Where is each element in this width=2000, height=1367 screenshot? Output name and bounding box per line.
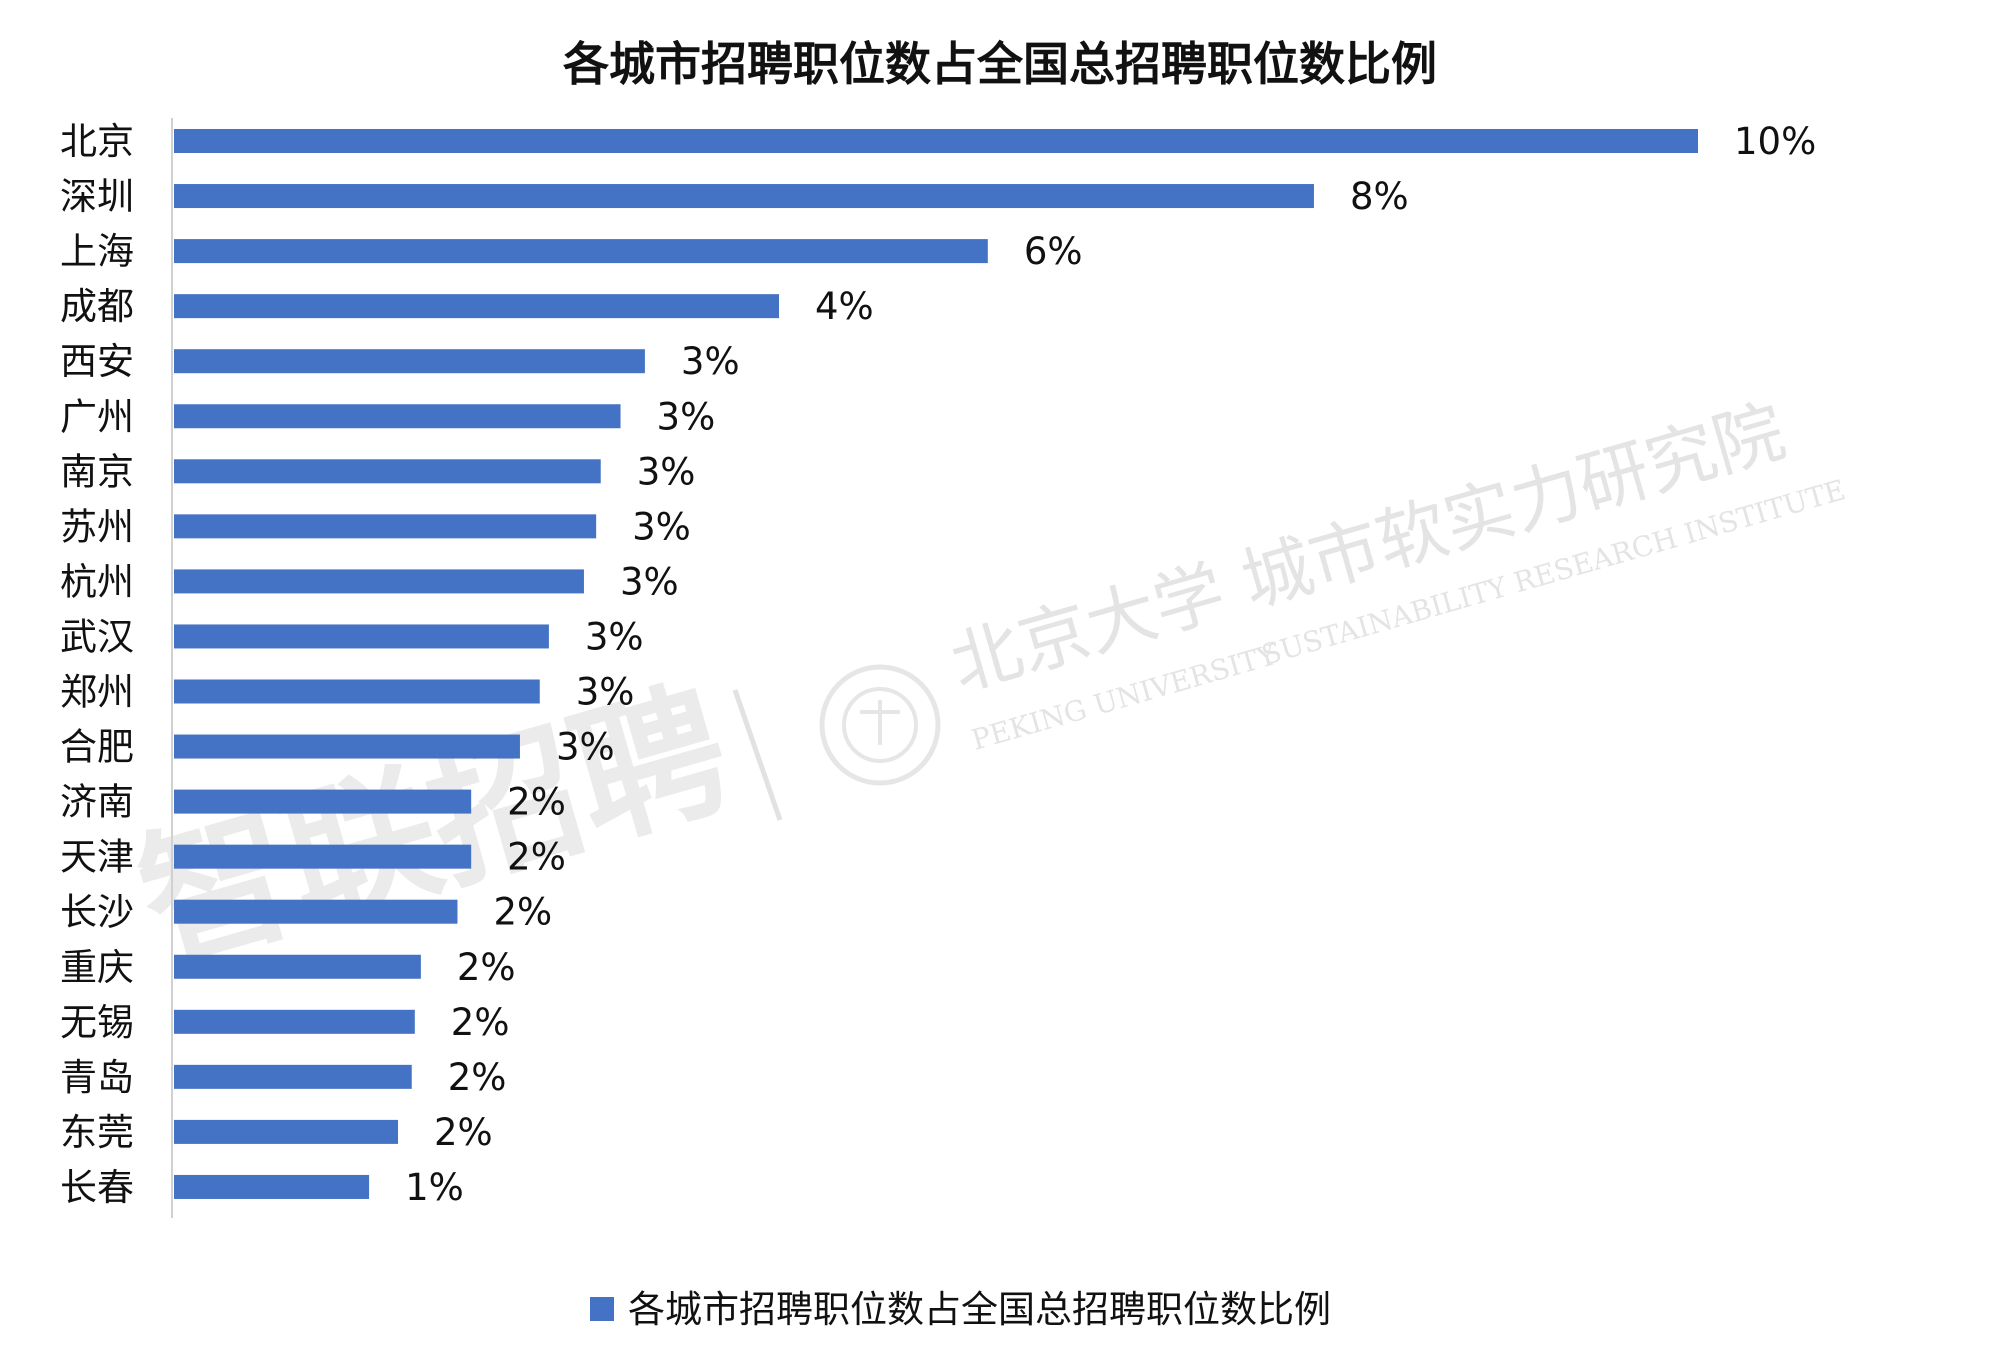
- category-label: 长沙: [60, 891, 134, 934]
- category-label: 天津: [60, 836, 134, 879]
- data-label: 2%: [434, 1111, 493, 1154]
- category-label: 深圳: [60, 175, 134, 218]
- bar: [174, 294, 780, 319]
- bar: [174, 569, 584, 594]
- data-label: 2%: [451, 1001, 510, 1044]
- category-label: 成都: [60, 285, 134, 328]
- data-label: 3%: [681, 340, 740, 383]
- category-label: 南京: [60, 450, 134, 493]
- chart-title: 各城市招聘职位数占全国总招聘职位数比例: [563, 37, 1437, 91]
- data-label: 2%: [507, 781, 566, 824]
- bar: [174, 404, 621, 429]
- bar: [174, 129, 1698, 153]
- bar: [174, 1009, 415, 1034]
- watermark-divider: [732, 689, 783, 821]
- bar: [174, 844, 472, 869]
- data-label: 3%: [637, 450, 696, 493]
- category-label: 武汉: [60, 615, 134, 658]
- plot-area: 北京 10% 深圳 8% 上海 6% 成都 4% 西安 3% 广州 3% 南京 3% 苏州 3% 杭州 3% 武汉 3…: [60, 120, 1816, 1209]
- data-label: 2%: [507, 836, 566, 879]
- bar: [174, 789, 472, 814]
- category-label: 合肥: [60, 726, 134, 769]
- legend-swatch: [590, 1297, 614, 1321]
- data-label: 2%: [457, 946, 516, 989]
- data-label: 1%: [405, 1166, 464, 1209]
- category-label: 长春: [60, 1166, 134, 1209]
- bar: [174, 349, 645, 374]
- bar: [174, 1064, 412, 1089]
- data-label: 3%: [620, 560, 679, 603]
- bar: [174, 239, 988, 264]
- category-label: 济南: [60, 781, 134, 824]
- category-label: 无锡: [60, 1001, 134, 1044]
- bar: [174, 459, 601, 484]
- data-label: 8%: [1350, 175, 1409, 218]
- data-label: 3%: [632, 505, 691, 548]
- category-label: 青岛: [60, 1056, 134, 1099]
- bar: [174, 184, 1314, 209]
- data-label: 10%: [1734, 120, 1816, 163]
- category-label: 上海: [60, 230, 134, 273]
- bar: [174, 679, 540, 704]
- category-label: 西安: [60, 340, 134, 383]
- data-label: 3%: [556, 726, 615, 769]
- bar: [174, 624, 549, 649]
- data-label: 3%: [657, 395, 716, 438]
- bar: [174, 1174, 370, 1199]
- data-label: 3%: [576, 671, 635, 714]
- data-label: 4%: [815, 285, 874, 328]
- legend: 各城市招聘职位数占全国总招聘职位数比例: [590, 1288, 1331, 1331]
- data-label: 6%: [1024, 230, 1083, 273]
- bar: [174, 954, 421, 979]
- category-label: 广州: [60, 395, 134, 438]
- data-label: 2%: [493, 891, 552, 934]
- data-label: 2%: [448, 1056, 507, 1099]
- category-label: 郑州: [60, 671, 134, 714]
- data-label: 3%: [585, 615, 644, 658]
- bar: [174, 734, 520, 759]
- category-label: 杭州: [60, 560, 134, 603]
- category-label: 重庆: [60, 946, 134, 989]
- category-label: 苏州: [60, 505, 134, 548]
- watermark-zhaopin: 智联招聘: [122, 662, 747, 995]
- category-label: 北京: [60, 120, 134, 163]
- bar: [174, 1119, 399, 1144]
- legend-label: 各城市招聘职位数占全国总招聘职位数比例: [628, 1288, 1331, 1331]
- bar: [174, 899, 458, 924]
- category-label: 东莞: [60, 1111, 134, 1154]
- bar: [174, 514, 597, 539]
- watermark-seal-icon: [819, 664, 941, 786]
